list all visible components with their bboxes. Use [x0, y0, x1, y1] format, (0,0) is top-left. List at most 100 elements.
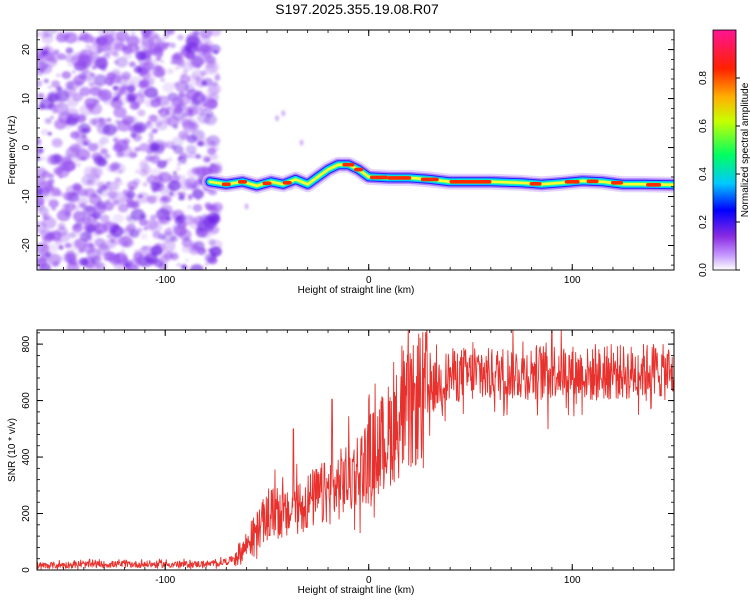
snr-series [37, 330, 674, 570]
noise-speckle [166, 30, 173, 34]
noise-speckle [86, 179, 93, 185]
top-x-axis-label: Height of straight line (km) [298, 285, 415, 296]
noise-speckle [45, 196, 51, 201]
noise-speckle [52, 108, 58, 114]
noise-speckle [88, 44, 101, 55]
signal-peak [387, 176, 412, 180]
noise-speckle [201, 35, 211, 43]
noise-speckle [112, 143, 124, 153]
noise-speckle [142, 182, 148, 187]
noise-speckle [79, 231, 92, 242]
noise-speckle [106, 234, 112, 239]
noise-speckle [90, 256, 101, 265]
noise-speckle [127, 85, 136, 93]
noise-speckle [182, 161, 187, 165]
noise-speckle [181, 133, 191, 141]
noise-speckle [130, 31, 136, 36]
snr-line [37, 330, 674, 570]
top-y-axis: -20 -10 0 10 20 [21, 29, 674, 266]
noise-speckle [57, 169, 64, 174]
noise-speckle [139, 143, 150, 152]
noise-speckle [74, 142, 84, 151]
noise-speckle [66, 97, 79, 108]
noise-speckle [156, 95, 170, 107]
noise-speckle [155, 180, 164, 188]
noise-speckle [113, 60, 119, 65]
noise-speckle [162, 82, 175, 93]
noise-speckle [118, 180, 124, 186]
top-y-tick-label: -20 [21, 238, 32, 253]
noise-speckle [51, 80, 61, 88]
noise-speckle [179, 152, 188, 160]
noise-speckle [122, 189, 130, 196]
noise-region [37, 30, 304, 270]
bottom-x-axis: -100 0 100 [63, 330, 675, 586]
noise-speckle [45, 44, 50, 48]
noise-speckle [94, 194, 98, 198]
noise-speckle [112, 51, 120, 58]
noise-speckle [79, 86, 91, 97]
noise-speckle [47, 85, 53, 90]
noise-speckle [112, 138, 118, 142]
noise-speckle [99, 136, 109, 145]
noise-speckle [95, 262, 106, 270]
noise-speckle [207, 147, 216, 155]
noise-speckle [144, 86, 158, 99]
noise-speckle [64, 242, 72, 249]
noise-speckle [40, 156, 46, 161]
noise-speckle [50, 115, 54, 120]
signal-peak [611, 181, 623, 185]
noise-speckle [51, 207, 56, 211]
noise-speckle [125, 264, 139, 270]
noise-speckle [112, 86, 118, 91]
noise-speckle [94, 238, 106, 248]
noise-speckle [191, 69, 205, 81]
noise-speckle [150, 245, 163, 256]
noise-speckle [131, 201, 138, 208]
noise-speckle [158, 215, 169, 224]
noise-speckle [53, 260, 60, 267]
noise-speckle [38, 206, 49, 216]
noise-speckle [200, 80, 208, 86]
noise-speckle [134, 45, 140, 50]
noise-speckle [89, 86, 102, 97]
top-y-axis-label: Frequency (Hz) [7, 116, 18, 185]
noise-speckle [154, 120, 163, 127]
noise-speckle [70, 131, 80, 139]
noise-speckle [133, 65, 143, 74]
bottom-plot-frame [36, 329, 675, 571]
noise-speckle [201, 248, 206, 252]
noise-speckle [77, 197, 89, 207]
noise-speckle [122, 140, 128, 145]
noise-speckle [204, 63, 218, 75]
noise-speckle [162, 159, 169, 165]
noise-speckle [191, 47, 199, 54]
noise-speckle [93, 155, 107, 167]
noise-speckle [167, 226, 172, 230]
noise-speckle [139, 73, 144, 77]
noise-speckle [105, 199, 111, 204]
colorbar: 0.0 0.2 0.4 0.6 0.8 Normalized spectral ampl… [698, 29, 750, 277]
top-y-tick-label: -10 [21, 189, 32, 204]
noise-speckle [150, 214, 157, 221]
noise-speckle [42, 213, 51, 221]
noise-speckle [148, 132, 154, 137]
noise-speckle [168, 249, 178, 258]
noise-speckle [37, 153, 40, 157]
noise-speckle [109, 191, 124, 203]
noise-speckle [129, 101, 140, 110]
noise-speckle [116, 93, 121, 97]
noise-speckle [198, 219, 213, 232]
noise-speckle [189, 264, 204, 270]
noise-speckle [37, 156, 41, 162]
noise-speckle [165, 210, 178, 221]
noise-speckle [135, 169, 141, 174]
noise-speckle [144, 98, 155, 108]
noise-speckle [155, 56, 162, 61]
noise-speckle [187, 193, 193, 199]
noise-speckle [107, 181, 120, 191]
noise-speckle [149, 154, 161, 164]
noise-speckle [37, 183, 41, 189]
chart-title: S197.2025.355.19.08.R07 [275, 1, 439, 17]
noise-speckle [204, 51, 213, 60]
